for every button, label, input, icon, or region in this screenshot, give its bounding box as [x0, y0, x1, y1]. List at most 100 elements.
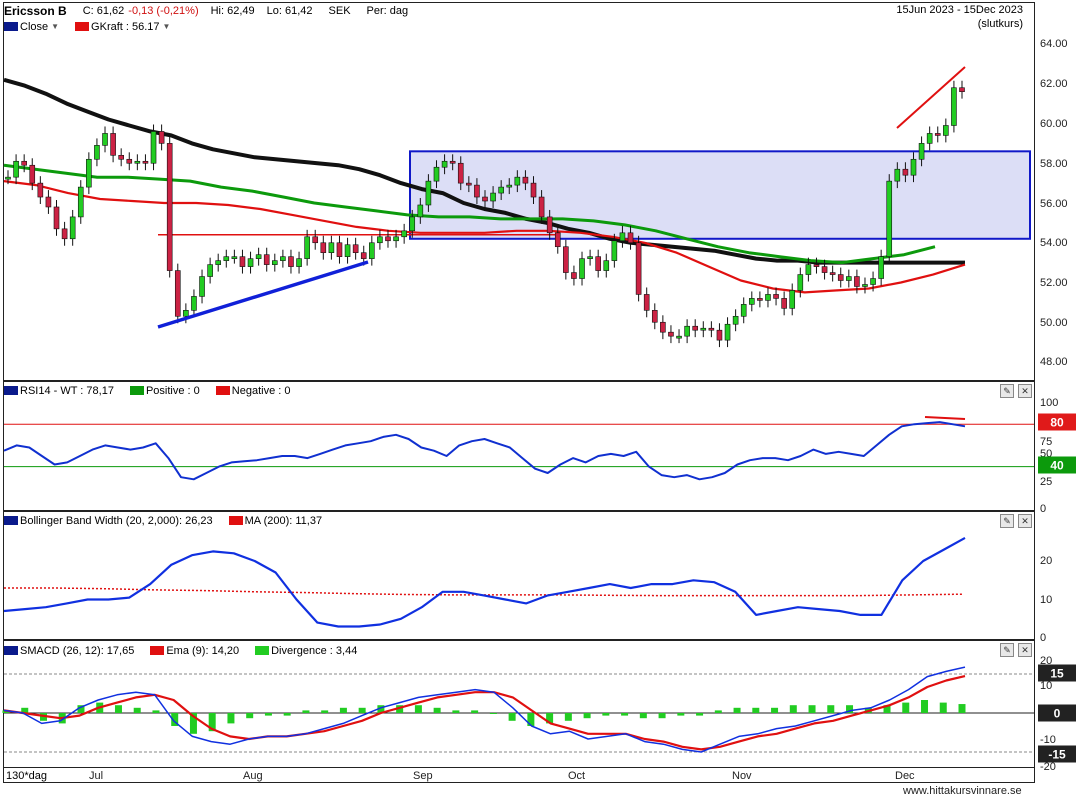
price-tick: 48.00 — [1040, 356, 1068, 368]
candle-body — [546, 216, 553, 234]
macd-tick: -20 — [1040, 761, 1056, 773]
legend-ema: Ema (9): 14,20 — [150, 645, 239, 657]
close-icon[interactable]: ✕ — [1018, 384, 1032, 398]
wrench-icon[interactable]: ✎ — [1000, 384, 1014, 398]
candle-body — [5, 176, 11, 180]
close-icon[interactable]: ✕ — [1018, 514, 1032, 528]
legend-close-label: Close — [20, 20, 49, 33]
rsi-tick: 25 — [1040, 476, 1053, 488]
rsi-tick: 0 — [1040, 503, 1047, 515]
candle-body — [320, 242, 327, 253]
credit-text: www.hittakursvinnare.se — [903, 785, 1022, 797]
resistance-trendline — [896, 66, 966, 129]
candle-body — [94, 145, 100, 160]
candle-body — [506, 184, 513, 188]
divergence-bar — [489, 713, 497, 714]
wrench-icon[interactable]: ✎ — [1000, 643, 1014, 657]
legend-ema-label: Ema (9): 14,20 — [166, 644, 240, 657]
candle-body — [660, 321, 666, 333]
candle-body — [457, 162, 464, 184]
candle-body — [86, 158, 92, 188]
price-tick: 56.00 — [1040, 198, 1068, 210]
candle-body — [692, 325, 699, 331]
candle-body — [870, 278, 876, 285]
legend-divergence: Divergence : 3,44 — [255, 645, 357, 657]
candle-body — [676, 335, 682, 339]
rsi-tick: 100 — [1040, 397, 1059, 409]
candle-body — [77, 186, 84, 218]
candle-body — [199, 276, 205, 297]
divergence-bar — [227, 713, 235, 724]
candle-body — [288, 256, 294, 267]
candle-body — [441, 160, 448, 168]
candle-body — [183, 310, 189, 317]
divergence-bar — [883, 705, 891, 713]
month-label: Sep — [413, 770, 433, 782]
bbw-tick: 20 — [1040, 555, 1053, 567]
divergence-bar — [827, 705, 835, 713]
divergence-bar — [396, 705, 404, 713]
legend-divergence-label: Divergence : 3,44 — [271, 644, 358, 657]
high-value: Hi: 62,49 — [210, 4, 255, 17]
divergence-bar — [433, 707, 441, 713]
legend-positive: Positive : 0 — [129, 384, 200, 397]
date-range: 15Jun 2023 - 15Dec 2023 — [896, 4, 1023, 16]
candle-body — [336, 242, 343, 257]
divergence-bar — [789, 705, 797, 713]
candle-body — [110, 133, 116, 156]
legend-gkraft[interactable]: GKraft : 56.17 ▼ — [75, 21, 170, 33]
range-box — [409, 150, 1031, 240]
candle-body — [29, 164, 36, 184]
chevron-down-icon[interactable]: ▼ — [51, 22, 60, 31]
rsi-divergence-line — [924, 416, 966, 420]
macd-upper-tag: 15 — [1038, 664, 1076, 682]
candle-body — [716, 329, 723, 341]
legend-gkraft-label: GKraft : 56.17 — [91, 20, 160, 33]
rsi-legend: RSI14 - WT : 78,17 Positive : 0 Negative… — [4, 382, 302, 399]
divergence-bar — [283, 713, 291, 716]
legend-bbw: Bollinger Band Width (20, 2,000): 26,23 — [4, 515, 213, 527]
close-value: C: 61,62 — [82, 4, 125, 17]
divergence-bar — [21, 707, 29, 713]
candle-body — [918, 143, 925, 160]
rsi-tick: 75 — [1040, 436, 1053, 448]
candle-body — [708, 327, 715, 331]
chevron-down-icon[interactable]: ▼ — [162, 22, 171, 31]
legend-smacd: SMACD (26, 12): 17,65 — [4, 645, 134, 657]
bbw-legend: Bollinger Band Width (20, 2,000): 26,23 … — [4, 512, 334, 529]
candle-body — [951, 87, 957, 126]
month-label: Jul — [89, 770, 104, 782]
candle-body — [611, 240, 618, 261]
rsi-lower-tag: 40 — [1038, 456, 1076, 474]
price-tick: 60.00 — [1040, 118, 1068, 130]
wrench-icon[interactable]: ✎ — [1000, 514, 1014, 528]
period-selector[interactable]: 130*dag — [6, 770, 47, 782]
divergence-bar — [677, 713, 685, 716]
candle-body — [215, 260, 222, 265]
candle-body — [142, 160, 149, 164]
candle-body — [498, 186, 504, 194]
candle-body — [409, 216, 416, 232]
legend-close[interactable]: Close ▼ — [4, 21, 59, 33]
candle-body — [425, 180, 432, 206]
candle-body — [449, 160, 456, 164]
candle-body — [61, 228, 68, 240]
divergence-bar — [189, 713, 197, 734]
divergence-bar — [377, 705, 385, 713]
legend-positive-label: Positive : 0 — [145, 384, 200, 397]
candle-body — [239, 256, 246, 267]
candle-body — [538, 196, 545, 218]
low-value: Lo: 61,42 — [266, 4, 313, 17]
currency: SEK — [328, 4, 351, 17]
candle-body — [231, 256, 238, 259]
divergence-bar — [358, 707, 366, 713]
candle-body — [490, 192, 496, 202]
divergence-bar — [696, 713, 704, 716]
candle-body — [352, 244, 359, 253]
close-icon[interactable]: ✕ — [1018, 643, 1032, 657]
candle-body — [748, 298, 755, 305]
candle-body — [174, 270, 181, 317]
candle-body — [271, 260, 278, 265]
candle-body — [813, 264, 820, 267]
